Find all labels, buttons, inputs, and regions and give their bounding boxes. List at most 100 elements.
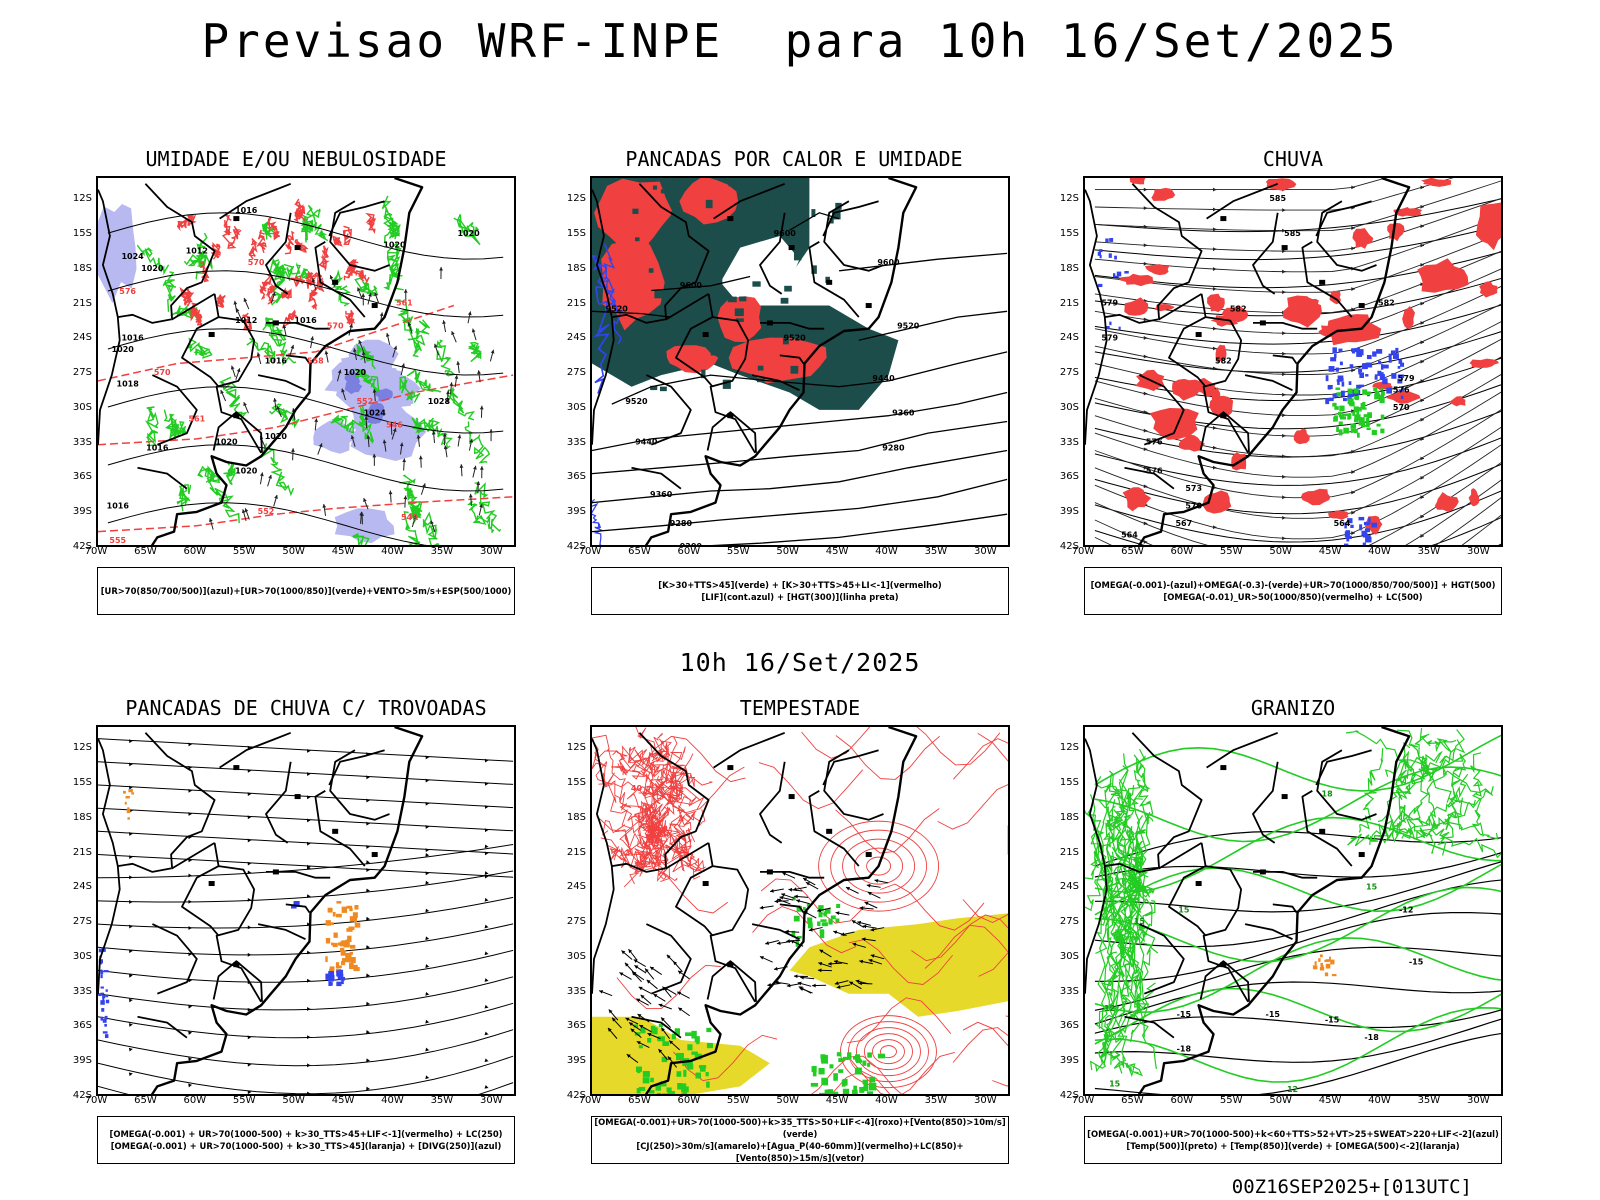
wind-vector	[792, 886, 807, 892]
rain-area-blue	[1334, 353, 1337, 358]
wind-vector	[367, 292, 372, 305]
lat-tick-label: 42S	[72, 1090, 92, 1101]
panel-title-chuva: CHUVA	[1262, 147, 1324, 171]
legend-umidade: [UR>70(850/700/500)](azul)+[UR>70(1000/8…	[97, 567, 515, 615]
precip-water-contour	[607, 844, 652, 874]
wind-vector	[870, 927, 885, 932]
wind-vector	[636, 998, 649, 1006]
thickness-contour-red	[199, 262, 210, 283]
pressure-contour	[107, 328, 504, 376]
divergence-area-blue	[101, 1008, 105, 1012]
lat-tick-label: 24S	[72, 332, 92, 344]
contour-label: 570	[1393, 403, 1410, 412]
divergence-area-blue	[99, 961, 102, 965]
border-line	[1200, 842, 1249, 1003]
lon-tick-label: 45W	[1318, 546, 1342, 557]
humidity-contour-green	[424, 417, 453, 451]
lat-tick-label: 21S	[72, 297, 92, 309]
wind-area-green	[661, 1056, 668, 1063]
divergence-area-blue	[293, 901, 300, 907]
streamline	[98, 976, 514, 1011]
wind-vector	[235, 307, 242, 320]
wind-vector	[389, 422, 394, 435]
wind-area-green	[696, 1039, 700, 1045]
wind-area-green	[685, 1032, 692, 1037]
streamline-arrow	[1143, 187, 1148, 192]
wind-area-green	[683, 1069, 687, 1077]
wind-area-green	[862, 1079, 869, 1085]
omega-area-orange	[1325, 963, 1331, 969]
streamline-arrow	[366, 1001, 370, 1006]
pressure-contour	[107, 386, 504, 434]
wind-area-green	[636, 1088, 641, 1094]
streamline-arrow	[306, 772, 311, 777]
border-line	[592, 189, 666, 324]
border-line	[144, 183, 216, 321]
thickness-contour-red	[290, 275, 306, 288]
cyclone-streamline	[872, 1039, 905, 1065]
border-line	[1315, 749, 1372, 786]
wind-area-green	[812, 1068, 817, 1077]
wind-area-green	[853, 1085, 857, 1093]
wind-vector	[430, 520, 436, 532]
instability-area-green	[672, 250, 677, 256]
border-line	[823, 749, 884, 821]
wind-vector	[352, 348, 357, 361]
streamline-arrow	[366, 888, 370, 893]
contour-label: 15	[1134, 917, 1146, 926]
streamline-arrow	[1212, 366, 1217, 371]
divergence-area-blue	[100, 974, 103, 979]
streamline-arrow	[1282, 454, 1286, 459]
lon-tick-label: 55W	[232, 1095, 256, 1106]
wind-vector	[867, 891, 881, 899]
wind-vector	[385, 332, 391, 345]
rain-area-green	[1353, 429, 1358, 434]
temp500-contour	[1094, 1009, 1501, 1034]
streamline-arrow	[484, 1085, 489, 1089]
rain-area-red	[1417, 258, 1469, 293]
streamline-arrow	[1143, 484, 1148, 489]
wind-vector	[420, 483, 426, 495]
rain-area-red	[1178, 434, 1205, 452]
streamline-arrow	[1212, 286, 1217, 291]
wind-vector	[209, 517, 214, 530]
lake-mark	[294, 245, 301, 251]
lake-mark	[233, 413, 240, 419]
contour-label: 555	[109, 536, 126, 545]
wind-area-green	[866, 1091, 874, 1094]
contour-label: 567	[1175, 519, 1192, 528]
border-line	[1272, 903, 1298, 914]
map-trovoadas	[96, 725, 516, 1096]
contour-label: 552	[258, 507, 275, 516]
contour-label: 1016	[235, 206, 258, 215]
rain-area-blue	[1344, 531, 1350, 538]
border-line	[152, 374, 198, 446]
lake-mark	[1220, 216, 1227, 222]
lon-tick-label: 65W	[134, 1095, 157, 1106]
wind-vector	[403, 289, 408, 302]
instability-area-green	[740, 199, 746, 206]
instability-area-green	[722, 379, 731, 389]
thunder-area-orange	[346, 905, 353, 909]
temp850-contour	[1118, 826, 1135, 949]
streamline-arrow	[425, 825, 430, 829]
wind-area-green	[838, 1069, 844, 1073]
wind-area-green	[658, 1023, 663, 1028]
lake-mark	[1319, 828, 1326, 834]
divergence-area-blue	[102, 1019, 107, 1023]
streamline-arrow	[1420, 379, 1424, 383]
wind-area-green	[691, 1051, 698, 1055]
streamline-arrow	[1282, 290, 1286, 295]
streamline-arrow	[1351, 490, 1355, 495]
streamline-arrow	[129, 785, 133, 790]
lon-tick-label: 60W	[183, 546, 207, 557]
height-contour	[592, 449, 1008, 504]
humidity-contour-green	[474, 481, 502, 532]
rain-area-blue	[1349, 364, 1354, 369]
wind-area-green	[833, 1073, 838, 1081]
wind-area-green	[661, 1093, 669, 1094]
streamline-arrow	[425, 1075, 430, 1080]
humidity-contour-green	[261, 219, 278, 240]
wind-vector	[799, 987, 813, 994]
height-contour	[1094, 490, 1501, 543]
